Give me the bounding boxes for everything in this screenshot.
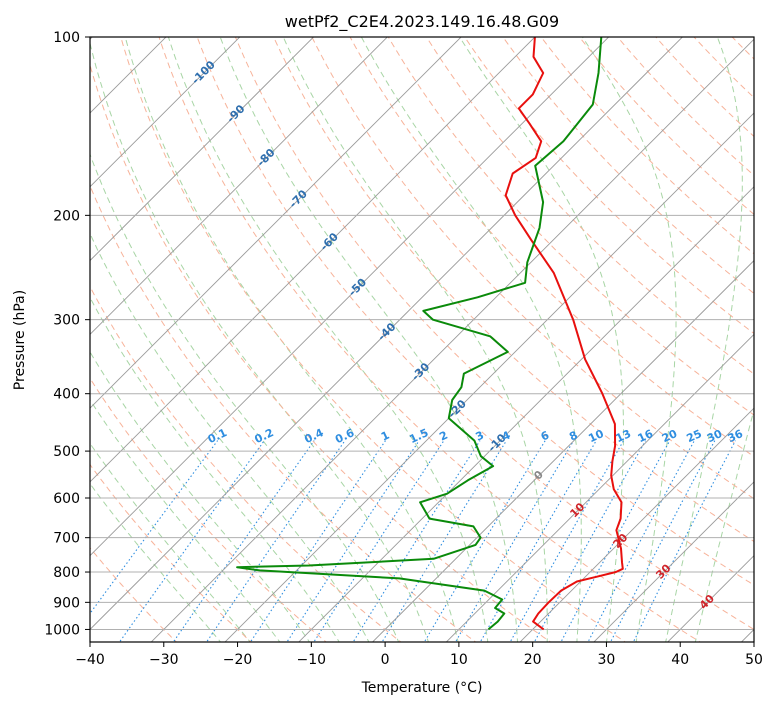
x-tick-label: 0 xyxy=(381,652,390,668)
dry-adiabat-line xyxy=(90,184,477,642)
y-tick-label: 700 xyxy=(53,531,80,547)
isotherm-line xyxy=(224,112,754,642)
isotherm-line xyxy=(90,37,536,483)
mixing-ratio-label: 16 xyxy=(636,427,656,445)
x-tick-label: −10 xyxy=(297,652,327,668)
moist-adiabat-line xyxy=(90,232,370,642)
x-tick-label: 30 xyxy=(598,652,616,668)
isotherm-line xyxy=(298,186,754,642)
mixing-ratio-line xyxy=(313,440,445,642)
y-tick-label: 200 xyxy=(53,208,80,224)
y-axis-label: Pressure (hPa) xyxy=(12,290,28,390)
isotherm-line xyxy=(593,481,754,642)
x-tick-label: 40 xyxy=(671,652,689,668)
chart-title: wetPf2_C2E4.2023.149.16.48.G09 xyxy=(285,12,559,32)
y-tick-label: 1000 xyxy=(44,622,80,638)
isotherm-line xyxy=(90,37,241,188)
dry-adiabat-line xyxy=(90,285,402,642)
plot-area xyxy=(90,37,754,642)
plot-frame xyxy=(89,36,755,643)
mixing-ratio-line xyxy=(587,440,695,642)
isotherm-line xyxy=(90,37,610,557)
isotherm-line xyxy=(371,259,754,642)
skewed-isotherms xyxy=(90,37,754,642)
x-tick-label: −30 xyxy=(149,652,179,668)
y-tick-label: 500 xyxy=(53,444,80,460)
isotherm-line xyxy=(519,407,754,642)
mixing-ratio-line xyxy=(286,440,420,642)
y-tick-label: 600 xyxy=(53,491,80,507)
x-tick-label: −40 xyxy=(75,652,105,668)
mixing-ratio-line xyxy=(479,440,597,642)
mixing-ratio-line xyxy=(509,440,625,642)
mixing-ratio-line xyxy=(381,440,507,642)
y-axis-ticks: 100 200 300 400 500 600 700 800 900 1000 xyxy=(44,30,90,638)
x-tick-label: 10 xyxy=(450,652,468,668)
mixing-ratio-label: 36 xyxy=(726,427,746,445)
y-tick-label: 300 xyxy=(53,313,80,329)
mixing-ratio-label: 20 xyxy=(660,427,680,445)
x-axis-label: Temperature (°C) xyxy=(361,680,483,696)
dry-adiabat-line xyxy=(502,37,754,295)
x-tick-label: −20 xyxy=(223,652,253,668)
mixing-ratio-line xyxy=(533,440,647,642)
dewpoint-profile-line xyxy=(236,37,603,631)
y-tick-label: 400 xyxy=(53,387,80,403)
isotherm-line xyxy=(90,37,684,631)
mixing-ratio-label: 25 xyxy=(684,427,703,445)
moist-adiabat-line xyxy=(90,152,400,642)
x-tick-label: 20 xyxy=(524,652,542,668)
isotherm-line xyxy=(90,37,315,262)
mixing-ratio-line xyxy=(610,440,716,642)
temperature-profile-line xyxy=(504,37,624,631)
mixing-ratio-label: 10 xyxy=(586,427,606,445)
isotherm-line xyxy=(445,333,754,642)
mixing-ratio-lines xyxy=(90,440,736,642)
mixing-ratio-line xyxy=(118,440,265,642)
y-tick-label: 800 xyxy=(53,565,80,581)
mixing-ratio-line xyxy=(423,440,546,642)
isotherm-line xyxy=(150,38,754,642)
mixing-ratio-label: 30 xyxy=(705,427,725,445)
isotherm-line xyxy=(90,37,462,409)
x-tick-label: 50 xyxy=(745,652,763,668)
pressure-gridlines xyxy=(90,37,754,630)
mixing-ratio-label: 13 xyxy=(614,427,633,445)
x-axis-ticks: −40 −30 −20 −10 0 10 20 30 40 50 xyxy=(75,642,763,668)
isotherm-line xyxy=(90,37,388,335)
mixing-ratio-line xyxy=(352,440,481,642)
y-tick-label: 900 xyxy=(53,595,80,611)
mixing-ratio-line xyxy=(172,440,315,642)
mixing-ratio-line xyxy=(560,440,671,642)
y-tick-label: 100 xyxy=(53,30,80,46)
profile-series xyxy=(236,37,624,631)
mixing-ratio-line xyxy=(249,440,386,642)
